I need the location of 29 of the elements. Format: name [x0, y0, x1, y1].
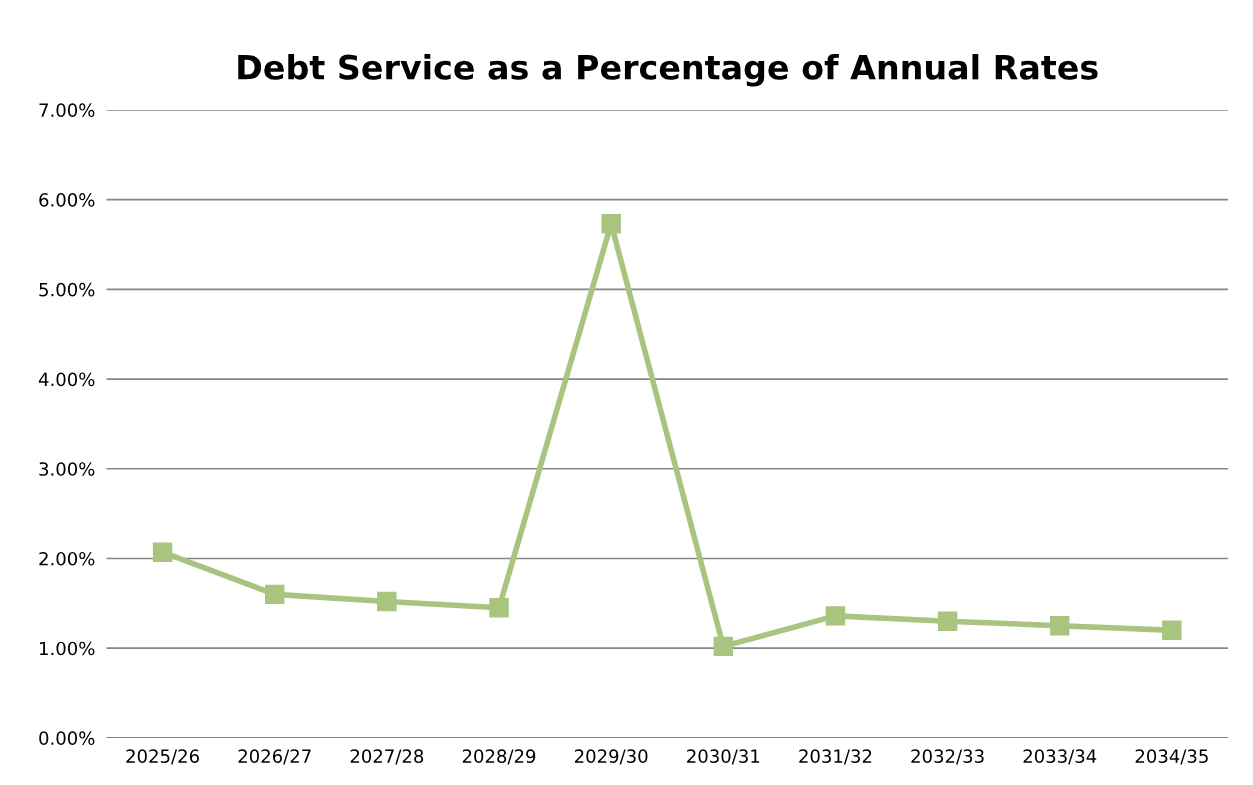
y-tick-label: 3.00% [39, 462, 95, 476]
y-tick-label: 4.00% [38, 372, 95, 387]
x-tick-label: 2030/31 [687, 749, 760, 765]
x-tick-label: 2029/30 [574, 749, 648, 765]
x-tick-label: 2027/28 [350, 749, 424, 765]
y-tick-label: 0.00% [39, 731, 95, 746]
point [937, 611, 958, 631]
point [1162, 620, 1182, 640]
chart-title: Debt Service as a Percentage of Annual Rates [238, 54, 1098, 87]
y-tick-label: 2.00% [39, 551, 95, 566]
point [152, 542, 173, 562]
point [377, 591, 397, 612]
x-tick-label: 2028/29 [462, 749, 536, 765]
x-tick-label: 2034/35 [1135, 749, 1208, 765]
y-tick-label: 6.00% [39, 193, 95, 207]
x-tick-label: 2031/32 [799, 749, 872, 765]
x-tick-label: 2033/34 [1023, 749, 1097, 765]
point [601, 214, 621, 234]
y-tick-label: 5.00% [39, 282, 95, 297]
point [713, 636, 734, 657]
point [825, 606, 846, 626]
x-tick-label: 2025/26 [126, 749, 199, 765]
x-tick-label: 2026/27 [238, 749, 311, 765]
point [264, 584, 285, 605]
point [489, 598, 509, 618]
y-tick-label: 1.00% [40, 641, 95, 656]
x-tick-label: 2032/33 [911, 749, 984, 765]
point [1050, 616, 1070, 636]
y-tick-label: 7.00% [39, 103, 95, 118]
